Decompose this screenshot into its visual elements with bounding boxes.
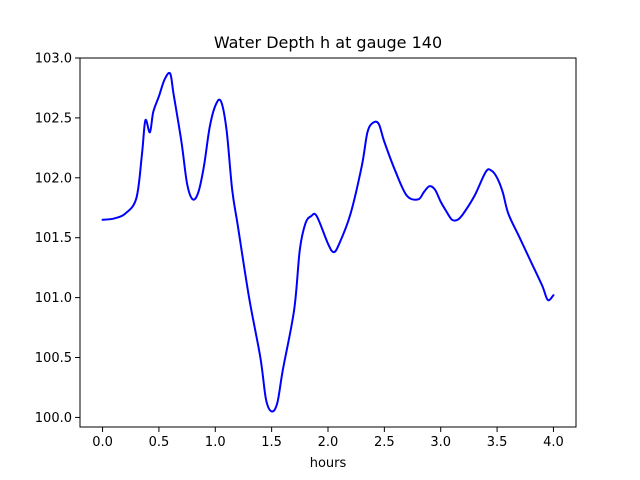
- series-line-0: [101, 71, 555, 413]
- x-tick-label: 1.5: [261, 435, 282, 450]
- y-tick-label: 100.5: [35, 351, 72, 366]
- y-tick-label: 102.5: [35, 111, 72, 126]
- y-tick-label: 102.0: [35, 171, 72, 186]
- y-tick-label: 101.0: [35, 291, 72, 306]
- x-tick-label: 1.0: [205, 435, 226, 450]
- x-tick-label: 0.5: [149, 435, 170, 450]
- y-tick-label: 100.0: [35, 411, 72, 426]
- chart-title: Water Depth h at gauge 140: [214, 33, 442, 52]
- x-tick-label: 4.0: [543, 435, 564, 450]
- y-tick-label: 103.0: [35, 52, 72, 67]
- y-tick-label: 101.5: [35, 231, 72, 246]
- x-tick-label: 0.0: [92, 435, 113, 450]
- x-tick-label: 2.0: [318, 435, 339, 450]
- x-tick-label: 3.5: [487, 435, 508, 450]
- x-tick-label: 3.0: [430, 435, 451, 450]
- x-tick-label: 2.5: [374, 435, 395, 450]
- x-axis-label: hours: [310, 456, 347, 471]
